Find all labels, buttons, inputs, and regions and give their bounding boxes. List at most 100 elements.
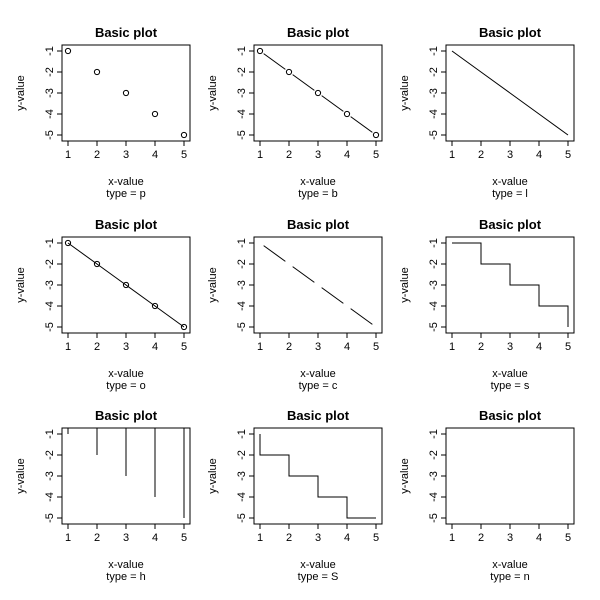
- chart-4-x-tick-label: 4: [152, 341, 158, 353]
- chart-8-type-label: type = S: [298, 571, 339, 583]
- chart-7-x-tick-label: 2: [94, 532, 100, 544]
- chart-2-y-tick-label: -4: [236, 109, 248, 119]
- chart-8-y-tick-label: -2: [236, 450, 248, 460]
- chart-4-y-tick-label: -4: [44, 301, 56, 311]
- chart-1-point-1: [64, 47, 72, 55]
- chart-3-y-tick-label: -3: [428, 88, 440, 98]
- chart-1-y-tick-label: -1: [44, 46, 56, 56]
- chart-9-x-tick-label: 3: [507, 532, 513, 544]
- chart-3-series-line: [451, 50, 569, 136]
- chart-6-y-tick-label: -1: [428, 238, 440, 248]
- chart-5-x-tick-label: 5: [373, 341, 379, 353]
- chart-8-x-tick-label: 4: [344, 532, 350, 544]
- chart-2-segment-4: [350, 116, 373, 133]
- chart-2-y-tick-label: -5: [236, 130, 248, 140]
- chart-4-y-tick-label: -1: [44, 238, 56, 248]
- chart-3-x-tick-label: 1: [449, 149, 455, 161]
- chart-6-y-tick-label: -2: [428, 259, 440, 269]
- chart-3-y-tick-label: -5: [428, 130, 440, 140]
- chart-2-x-tick-label: 3: [315, 149, 321, 161]
- chart-3-y-tick-label: -2: [428, 67, 440, 77]
- chart-2-title: Basic plot: [287, 25, 350, 40]
- chart-5-y-tick-label: -5: [236, 322, 248, 332]
- chart-8-y-tick-label: -3: [236, 471, 248, 481]
- chart-3-x-label: x-value: [492, 176, 527, 188]
- chart-1-x-tick-label: 1: [65, 149, 71, 161]
- chart-7-y-tick-label: -1: [44, 429, 56, 439]
- chart-4-point-5: [180, 323, 188, 331]
- chart-7-x-tick-label: 5: [181, 532, 187, 544]
- chart-6-y-tick-label: -5: [428, 322, 440, 332]
- chart-1-title: Basic plot: [95, 25, 158, 40]
- chart-6-x-label: x-value: [492, 368, 527, 380]
- chart-1-point-2: [93, 68, 101, 76]
- chart-3-y-tick-label: -1: [428, 46, 440, 56]
- chart-1-frame: [61, 44, 191, 142]
- chart-2-y-tick-label: -3: [236, 88, 248, 98]
- chart-6-x-tick-label: 4: [536, 341, 542, 353]
- chart-1-x-tick-label: 2: [94, 149, 100, 161]
- chart-4-y-label: y-value: [15, 267, 27, 302]
- chart-5-y-tick-label: -4: [236, 301, 248, 311]
- chart-9-x-tick-label: 4: [536, 532, 542, 544]
- chart-3-y-tick-label: -4: [428, 109, 440, 119]
- chart-3-type-label: type = l: [492, 188, 528, 200]
- chart-2-point-4: [343, 110, 351, 118]
- chart-4-y-tick-label: -5: [44, 322, 56, 332]
- chart-4-x-tick-label: 3: [123, 341, 129, 353]
- chart-5-title: Basic plot: [287, 217, 350, 232]
- chart-6-x-tick-label: 1: [449, 341, 455, 353]
- chart-1-y-tick-label: -4: [44, 109, 56, 119]
- chart-4-point-2: [93, 260, 101, 268]
- chart-2-x-label: x-value: [300, 176, 335, 188]
- chart-5-segment-1: [263, 245, 286, 262]
- chart-7-title: Basic plot: [95, 408, 158, 423]
- chart-3-x-tick-label: 5: [565, 149, 571, 161]
- chart-6-step-line: [452, 242, 569, 327]
- chart-8-step-line: [259, 434, 376, 519]
- chart-4-point-1: [64, 239, 72, 247]
- chart-8-y-tick-label: -4: [236, 492, 248, 502]
- chart-5-y-tick-label: -3: [236, 280, 248, 290]
- chart-6-x-tick-label: 3: [507, 341, 513, 353]
- chart-5-type-label: type = c: [299, 380, 338, 392]
- chart-5-x-tick-label: 4: [344, 341, 350, 353]
- chart-9-x-tick-label: 2: [478, 532, 484, 544]
- chart-4-point-4: [151, 302, 159, 310]
- chart-4-y-tick-label: -3: [44, 280, 56, 290]
- chart-9-x-tick-label: 1: [449, 532, 455, 544]
- chart-7-x-tick-label: 4: [152, 532, 158, 544]
- chart-2-x-tick-label: 2: [286, 149, 292, 161]
- chart-5-x-tick-label: 3: [315, 341, 321, 353]
- chart-4-x-tick-label: 5: [181, 341, 187, 353]
- chart-6-y-tick-label: -3: [428, 280, 440, 290]
- chart-7-y-label: y-value: [15, 458, 27, 493]
- chart-6-x-tick-label: 2: [478, 341, 484, 353]
- chart-2-y-label: y-value: [207, 75, 219, 110]
- chart-3-x-tick-label: 3: [507, 149, 513, 161]
- chart-2-y-tick-label: -2: [236, 67, 248, 77]
- chart-5-y-tick-label: -2: [236, 259, 248, 269]
- chart-2-point-2: [285, 68, 293, 76]
- chart-1-x-tick-label: 3: [123, 149, 129, 161]
- chart-7-x-tick-label: 3: [123, 532, 129, 544]
- chart-1-y-label: y-value: [15, 75, 27, 110]
- chart-2-point-5: [372, 131, 380, 139]
- chart-6-y-tick-label: -4: [428, 301, 440, 311]
- chart-4-x-tick-label: 2: [94, 341, 100, 353]
- chart-5-x-tick-label: 2: [286, 341, 292, 353]
- chart-4-title: Basic plot: [95, 217, 158, 232]
- chart-2-x-tick-label: 4: [344, 149, 350, 161]
- chart-1-y-tick-label: -5: [44, 130, 56, 140]
- chart-4-point-3: [122, 281, 130, 289]
- chart-5-x-label: x-value: [300, 368, 335, 380]
- chart-6-title: Basic plot: [479, 217, 542, 232]
- chart-9-y-tick-label: -1: [428, 429, 440, 439]
- chart-3-title: Basic plot: [479, 25, 542, 40]
